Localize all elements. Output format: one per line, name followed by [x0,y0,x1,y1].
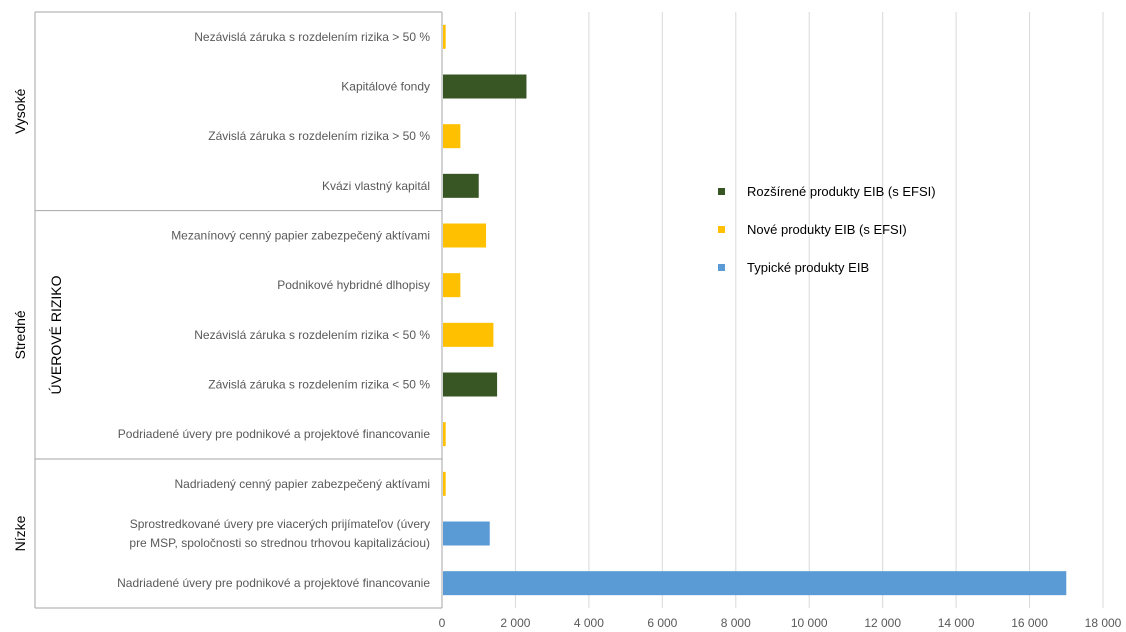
category-labels: Nezávislá záruka s rozdelením rizika > 5… [117,30,430,590]
category-frame [34,11,443,609]
legend: Rozšírené produkty EIB (s EFSI) Nové prod… [718,184,936,275]
category-label: Kapitálové fondy [341,80,430,94]
bar [443,372,498,397]
bar [443,571,1067,596]
bar [443,322,494,347]
x-tick-label: 8 000 [721,616,751,630]
bar [443,471,446,496]
legend-swatch [718,264,725,271]
legend-swatch [718,188,725,195]
x-tick-label: 0 [439,616,446,630]
gridlines [514,12,1104,608]
y-axis-title: ÚVEROVÉ RIZIKO [48,275,64,394]
x-tick-label: 10 000 [791,616,828,630]
x-tick-label: 18 000 [1085,616,1122,630]
legend-swatch [718,226,725,233]
bar [443,24,446,49]
category-label: Závislá záruka s rozdelením rizika > 50 … [208,129,430,143]
risk-group-label: Nízke [12,515,28,551]
category-label: Nadriadené úvery pre podnikové a projekt… [117,576,430,590]
category-label: Mezanínový cenný papier zabezpečený aktí… [171,229,430,243]
category-label: Závislá záruka s rozdelením rizika < 50 … [208,378,430,392]
risk-group-label: Stredné [12,310,28,359]
category-label: Podnikové hybridné dlhopisy [277,278,430,292]
bar [443,74,527,99]
category-label: Sprostredkované úvery pre viacerých prij… [129,517,430,550]
category-label: Nadriadený cenný papier zabezpečený aktí… [175,477,430,491]
category-label: Kvázi vlastný kapitál [322,179,430,193]
x-tick-label: 14 000 [938,616,975,630]
risk-group-labels: Vysoké Stredné Nízke [12,88,28,551]
x-tick-label: 16 000 [1011,616,1048,630]
bar [443,422,446,447]
bar [443,273,461,298]
legend-entry: Typické produkty EIB [747,260,869,275]
bar [443,521,490,546]
x-tick-label: 6 000 [647,616,677,630]
bar [443,223,487,248]
legend-entry: Nové produkty EIB (s EFSI) [747,222,907,237]
bars [443,24,1067,596]
x-tick-label: 12 000 [864,616,901,630]
x-axis-tick-labels: 0 2 000 4 000 6 000 8 000 10 000 12 000 14 000 1… [439,616,1122,630]
x-tick-label: 2 000 [500,616,530,630]
category-label: Nezávislá záruka s rozdelením rizika < 5… [194,328,430,342]
risk-group-label: Vysoké [12,88,28,134]
x-tick-label: 4 000 [574,616,604,630]
bar [443,173,479,198]
bar [443,124,461,149]
category-label: Podriadené úvery pre podnikové a projekt… [118,427,431,441]
legend-entry: Rozšírené produkty EIB (s EFSI) [747,184,936,199]
category-label: Nezávislá záruka s rozdelením rizika > 5… [194,30,430,44]
